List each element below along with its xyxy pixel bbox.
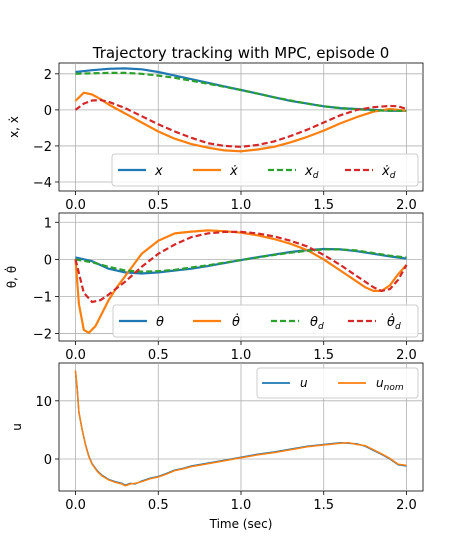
x-tick-label: 0.0 — [65, 498, 86, 513]
panel-x: 0.0 0.5 1.0 1.5 2.0 −4 −2 0 2 x, ẋ x ẋ xd ẋd — [7, 62, 424, 213]
legend: u unom — [256, 367, 419, 399]
ticks: 0.0 0.5 1.0 1.5 2.0 −4 −2 0 2 — [33, 68, 417, 213]
y-tick-label: 1 — [44, 216, 52, 231]
x-tick-label: 0.5 — [148, 348, 169, 363]
y-tick-label: 10 — [35, 395, 52, 410]
y-axis-label-x: x, ẋ — [7, 116, 21, 138]
series-line-x_d — [75, 71, 407, 112]
legend-frame — [111, 153, 419, 187]
x-tick-label: 0.0 — [65, 348, 86, 363]
series-lines — [74, 370, 407, 487]
x-tick-label: 2.0 — [396, 498, 417, 513]
y-tick-label: 0 — [44, 253, 52, 268]
x-tick-label: 1.0 — [231, 198, 252, 213]
x-axis-label: Time (sec) — [209, 517, 273, 531]
legend-frame — [112, 304, 419, 338]
y-tick-label: 0 — [44, 104, 52, 119]
x-tick-label: 0.5 — [148, 498, 169, 513]
panel-u: 0.0 0.5 1.0 1.5 2.0 0 10 u Time (sec) u unom — [10, 362, 424, 531]
legend-frame — [256, 367, 419, 399]
x-tick-label: 1.5 — [313, 198, 334, 213]
series-lines — [74, 67, 407, 153]
ticks: 0.0 0.5 1.0 1.5 2.0 −2 −1 0 1 — [33, 216, 417, 363]
legend-label-u: u — [300, 376, 308, 390]
series-line-_d — [74, 98, 407, 148]
x-tick-label: 1.0 — [231, 348, 252, 363]
x-tick-label: 1.0 — [231, 498, 252, 513]
legend-label-xdot: ẋ — [229, 164, 238, 179]
x-tick-label: 0.0 — [65, 198, 86, 213]
y-tick-label: −4 — [33, 176, 52, 191]
legend-label-x: x — [154, 164, 163, 179]
x-tick-label: 1.5 — [313, 348, 334, 363]
series-line- — [74, 229, 408, 334]
y-tick-label: −1 — [33, 290, 52, 305]
legend: x ẋ xd ẋd — [111, 153, 419, 187]
x-dot-symbol: ẋ — [7, 116, 21, 123]
series-line- — [74, 91, 407, 153]
y-tick-label: 0 — [44, 453, 52, 468]
x-tick-label: 0.5 — [148, 198, 169, 213]
y-tick-label: −2 — [33, 328, 52, 343]
y-axis-label-u: u — [10, 423, 24, 431]
x-tick-label: 2.0 — [396, 198, 417, 213]
legend: θ θ̇ θd θ̇d — [112, 304, 419, 338]
series-line-u_nom — [74, 370, 407, 487]
legend-label-theta: θ — [156, 315, 164, 330]
y-tick-label: −2 — [33, 140, 52, 155]
chart-title: Trajectory tracking with MPC, episode 0 — [92, 44, 390, 62]
y-tick-label: 2 — [44, 68, 52, 83]
x-tick-label: 2.0 — [396, 348, 417, 363]
panel-theta: 0.0 0.5 1.0 1.5 2.0 −2 −1 0 1 θ, θ̇ θ θ̇ θd θ̇d — [4, 212, 424, 363]
x-tick-label: 1.5 — [313, 498, 334, 513]
series-lines — [74, 229, 408, 334]
series-line-_d — [74, 230, 408, 304]
grid — [59, 363, 423, 491]
ticks: 0.0 0.5 1.0 1.5 2.0 0 10 — [35, 395, 416, 513]
series-line-_d — [75, 248, 407, 273]
y-axis-label-theta: θ, θ̇ — [4, 266, 19, 288]
legend-label-thetadot: θ̇ — [232, 314, 240, 330]
